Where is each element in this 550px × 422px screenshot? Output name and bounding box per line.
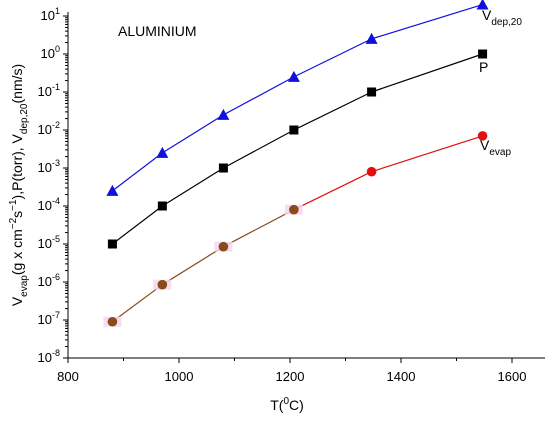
data-point-square xyxy=(289,125,299,135)
series-line-segment xyxy=(112,284,163,323)
series-line-segment xyxy=(223,76,295,116)
x-axis-title: T(0C) xyxy=(270,396,304,413)
y-tick-label: 101 xyxy=(41,6,60,23)
y-tick-label: 10-6 xyxy=(38,272,60,289)
data-point-circle xyxy=(218,241,229,252)
series-label-vevap: Vevap xyxy=(480,137,511,158)
series-line-segment xyxy=(293,38,372,78)
series-label-vdep-main: V xyxy=(482,7,492,23)
series-line-segment xyxy=(371,53,483,93)
chart-title: ALUMINIUM xyxy=(118,23,197,39)
data-point-triangle xyxy=(365,32,378,44)
y-axis-title-p1-sub: evap xyxy=(19,275,30,297)
data-point-triangle xyxy=(217,108,230,120)
data-point-triangle xyxy=(106,184,119,196)
series-line-segment xyxy=(112,205,163,245)
x-axis-title-main: T( xyxy=(270,397,284,413)
y-axis-title: Vevap(g x cm−2s−1),P(torr), Vdep,20(nm/s… xyxy=(8,64,30,306)
series-line-segment xyxy=(371,135,483,173)
y-tick-label: 10-3 xyxy=(38,158,60,175)
series-line-segment xyxy=(162,167,224,207)
axis-ticks: 800 1000 1200 1400 1600 10-8 10-7 10-6 10-5 10-4 1… xyxy=(38,6,527,384)
data-point-square xyxy=(107,239,117,249)
data-point-triangle xyxy=(156,146,169,158)
series-lines xyxy=(112,3,483,323)
series-line-segment xyxy=(371,3,483,40)
series-markers xyxy=(103,0,489,327)
y-axis-title-p3-sup: −1 xyxy=(8,199,19,211)
data-point-circle xyxy=(107,316,118,327)
x-tick-label: 1000 xyxy=(165,369,194,384)
y-axis-title-p4: ),P(torr), V xyxy=(9,133,25,199)
data-point-circle xyxy=(366,166,377,177)
y-axis-title-p2-sup: −2 xyxy=(8,217,19,229)
series-line-segment xyxy=(162,246,224,286)
y-tick-label: 10-2 xyxy=(38,120,60,137)
y-tick-label: 10-1 xyxy=(38,82,60,99)
x-axis-title-tail: C) xyxy=(289,397,304,413)
data-point-square xyxy=(367,87,377,97)
y-tick-label: 100 xyxy=(41,44,60,61)
x-axis-title-sup: 0 xyxy=(283,396,289,407)
y-tick-label: 10-5 xyxy=(38,234,60,251)
y-axis-title-p4-sub: dep,20 xyxy=(19,103,30,134)
series-label-vevap-main: V xyxy=(480,137,490,153)
series-line-segment xyxy=(112,152,163,192)
x-tick-label: 1200 xyxy=(276,369,305,384)
series-line-segment xyxy=(293,171,372,211)
data-point-triangle xyxy=(476,0,489,10)
series-label-vevap-sub: evap xyxy=(489,147,511,158)
y-axis-title-p2: (g x cm xyxy=(9,229,25,275)
series-label-vdep-sub: dep,20 xyxy=(491,17,522,28)
y-axis-title-p3: s xyxy=(9,211,25,218)
y-axis-title-p1: V xyxy=(9,296,25,306)
series-line-segment xyxy=(162,114,224,154)
y-axis-title-p5: (nm/s) xyxy=(9,64,25,104)
y-tick-label: 10-8 xyxy=(38,348,60,365)
x-tick-label: 800 xyxy=(57,369,79,384)
series-label-vdep: Vdep,20 xyxy=(482,7,522,28)
series-line-segment xyxy=(223,209,295,248)
x-tick-label: 1600 xyxy=(498,369,527,384)
data-point-triangle xyxy=(287,70,300,82)
data-point-square xyxy=(218,163,228,173)
data-point-square xyxy=(478,49,488,59)
y-tick-label: 10-7 xyxy=(38,310,60,327)
series-line-segment xyxy=(223,129,295,169)
data-point-square xyxy=(157,201,167,211)
x-tick-label: 1400 xyxy=(387,369,416,384)
data-point-circle xyxy=(289,204,299,215)
y-tick-label: 10-4 xyxy=(38,196,60,213)
series-line-segment xyxy=(293,91,372,131)
series-label-p: P xyxy=(479,59,488,75)
data-point-circle xyxy=(157,279,168,290)
data-point-circle xyxy=(477,131,488,141)
